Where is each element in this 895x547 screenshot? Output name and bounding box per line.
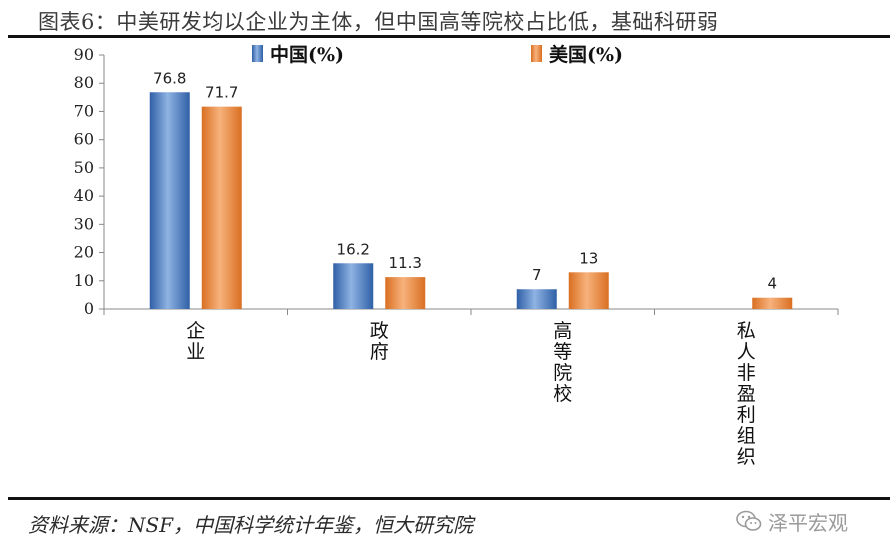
top-rule — [8, 35, 890, 38]
data-label-group: 76.8 71.7 16.2 11.3 7 13 4 — [153, 69, 777, 292]
bottom-rule — [8, 497, 890, 500]
data-label: 7 — [532, 266, 542, 284]
bar-usa — [201, 106, 242, 309]
data-label: 76.8 — [153, 69, 186, 87]
y-tick-label: 40 — [74, 186, 94, 205]
data-label: 16.2 — [337, 240, 370, 258]
x-category-label: 企业 — [186, 320, 205, 363]
watermark-text: 泽平宏观 — [768, 510, 848, 535]
bar-usa — [568, 272, 609, 309]
data-label: 13 — [579, 249, 598, 267]
x-category-label: 政府 — [370, 320, 389, 363]
y-tick-label: 60 — [74, 130, 94, 149]
bar-china — [516, 289, 557, 309]
bar-group — [149, 92, 793, 310]
data-label: 11.3 — [389, 254, 422, 272]
y-tick-label: 20 — [74, 243, 94, 262]
data-label: 4 — [767, 275, 777, 293]
chart-title: 图表6：中美研发均以企业为主体，但中国高等院校占比低，基础科研弱 — [38, 10, 719, 34]
chart-legend: 中国(%) 美国(%) — [252, 43, 623, 66]
chart-axes: 0 10 20 30 40 50 60 70 80 90 企业 政府 高等院校 私人非盈利组织 — [74, 45, 839, 468]
legend-label-usa: 美国(%) — [549, 43, 623, 66]
wechat-icon — [736, 510, 762, 531]
bar-usa — [752, 297, 793, 309]
data-label: 71.7 — [205, 84, 238, 102]
legend-swatch-china — [252, 45, 263, 62]
source-note: 资料来源：NSF，中国科学统计年鉴，恒大研究院 — [28, 513, 474, 537]
y-tick-label: 50 — [74, 158, 94, 177]
x-category-label: 高等院校 — [553, 320, 572, 405]
watermark: 泽平宏观 — [736, 506, 848, 536]
bar-china — [333, 263, 374, 309]
legend-label-china: 中国(%) — [270, 43, 344, 66]
y-tick-label: 30 — [74, 214, 94, 233]
x-category-label: 私人非盈利组织 — [737, 320, 756, 468]
y-tick-label: 80 — [74, 73, 94, 92]
y-tick-label: 90 — [74, 45, 94, 64]
y-tick-label: 0 — [84, 299, 94, 318]
bar-usa — [385, 277, 426, 309]
y-tick-label: 70 — [74, 101, 94, 120]
legend-swatch-usa — [531, 45, 542, 62]
bar-china — [149, 92, 190, 310]
y-tick-label: 10 — [74, 271, 94, 290]
